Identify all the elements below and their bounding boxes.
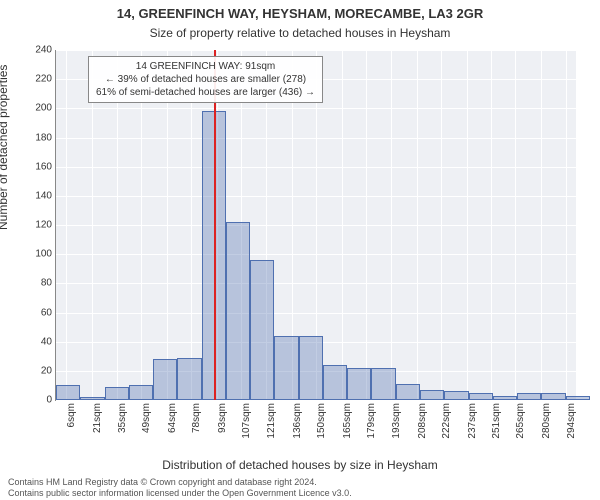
histogram-bar [80, 397, 104, 400]
histogram-bar [56, 385, 80, 400]
x-axis-label: Distribution of detached houses by size … [0, 458, 600, 472]
xtick-label: 222sqm [441, 403, 452, 439]
histogram-bar [396, 384, 420, 400]
xtick-label: 78sqm [191, 403, 202, 433]
gridline-v [541, 50, 542, 400]
xtick-label: 93sqm [217, 403, 228, 433]
xtick-label: 280sqm [541, 403, 552, 439]
attribution-line-1: Contains HM Land Registry data © Crown c… [8, 477, 592, 487]
histogram-bar [323, 365, 347, 400]
plot-area: 0204060801001201401601802002202406sqm21s… [55, 50, 576, 401]
histogram-bar [347, 368, 371, 400]
gridline-v [441, 50, 442, 400]
ytick-label: 20 [22, 365, 52, 376]
chart-title-2: Size of property relative to detached ho… [0, 26, 600, 40]
ytick-label: 40 [22, 336, 52, 347]
histogram-bar [299, 336, 323, 400]
xtick-label: 208sqm [417, 403, 428, 439]
annotation-line-2: ← 39% of detached houses are smaller (27… [96, 73, 315, 86]
gridline-v [491, 50, 492, 400]
xtick-label: 6sqm [66, 403, 77, 427]
gridline-v [391, 50, 392, 400]
ytick-label: 100 [22, 249, 52, 260]
histogram-bar [420, 390, 444, 400]
annotation-line-3: 61% of semi-detached houses are larger (… [96, 86, 315, 99]
xtick-label: 179sqm [366, 403, 377, 439]
gridline-v [342, 50, 343, 400]
gridline-v [515, 50, 516, 400]
xtick-label: 107sqm [241, 403, 252, 439]
xtick-label: 251sqm [491, 403, 502, 439]
xtick-label: 136sqm [292, 403, 303, 439]
histogram-bar [129, 385, 153, 400]
xtick-label: 21sqm [92, 403, 103, 433]
ytick-label: 80 [22, 278, 52, 289]
xtick-label: 35sqm [117, 403, 128, 433]
histogram-bar [250, 260, 274, 400]
xtick-label: 64sqm [167, 403, 178, 433]
histogram-bar [566, 396, 590, 400]
gridline-v [417, 50, 418, 400]
xtick-label: 49sqm [141, 403, 152, 433]
gridline-v [66, 50, 67, 400]
gridline-h [56, 400, 576, 401]
xtick-label: 150sqm [316, 403, 327, 439]
histogram-bar [444, 391, 468, 400]
ytick-label: 60 [22, 307, 52, 318]
gridline-v [566, 50, 567, 400]
histogram-bar [226, 222, 250, 400]
ytick-label: 200 [22, 103, 52, 114]
histogram-bar [517, 393, 541, 400]
chart-title-1: 14, GREENFINCH WAY, HEYSHAM, MORECAMBE, … [0, 6, 600, 21]
annotation-box: 14 GREENFINCH WAY: 91sqm ← 39% of detach… [88, 56, 323, 103]
histogram-bar [469, 393, 493, 400]
ytick-label: 160 [22, 161, 52, 172]
attribution-line-2: Contains public sector information licen… [8, 488, 592, 498]
y-axis-label: Number of detached properties [0, 65, 10, 230]
histogram-bar [541, 393, 565, 400]
histogram-bar [371, 368, 395, 400]
xtick-label: 193sqm [391, 403, 402, 439]
histogram-bar [153, 359, 177, 400]
ytick-label: 180 [22, 132, 52, 143]
histogram-bar [177, 358, 201, 400]
histogram-bar [105, 387, 129, 400]
gridline-v [366, 50, 367, 400]
annotation-line-1: 14 GREENFINCH WAY: 91sqm [96, 60, 315, 73]
histogram-bar [274, 336, 298, 400]
ytick-label: 240 [22, 45, 52, 56]
ytick-label: 120 [22, 220, 52, 231]
xtick-label: 294sqm [566, 403, 577, 439]
gridline-v [467, 50, 468, 400]
attribution: Contains HM Land Registry data © Crown c… [8, 477, 592, 498]
ytick-label: 220 [22, 74, 52, 85]
xtick-label: 265sqm [515, 403, 526, 439]
histogram-bar [493, 396, 517, 400]
ytick-label: 140 [22, 190, 52, 201]
xtick-label: 121sqm [266, 403, 277, 439]
xtick-label: 165sqm [342, 403, 353, 439]
xtick-label: 237sqm [467, 403, 478, 439]
chart-container: 14, GREENFINCH WAY, HEYSHAM, MORECAMBE, … [0, 0, 600, 500]
ytick-label: 0 [22, 395, 52, 406]
